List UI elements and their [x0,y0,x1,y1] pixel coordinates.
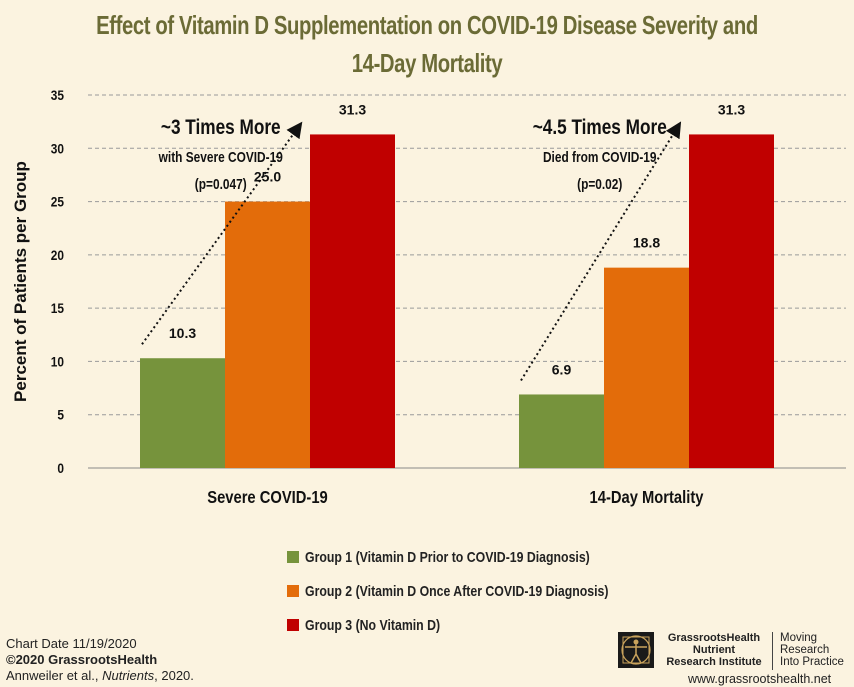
bar [225,201,310,469]
citation-journal: Nutrients [102,668,155,683]
annotation-subtext: with Severe COVID-19 [158,149,283,165]
legend-label-group-3: Group 3 (No Vitamin D) [305,616,441,634]
annotation-subtext: Died from COVID-19 [543,149,657,165]
y-tick-label: 35 [51,87,64,103]
trend-arrow [141,121,303,345]
bar [604,267,689,468]
legend-item-group-3: Group 3 (No Vitamin D) [287,608,675,642]
bar [140,358,225,468]
annotation-pvalue: (p=0.047) [195,176,247,192]
chart-date: Chart Date 11/19/2020 [6,636,137,651]
footer-credits: Chart Date 11/19/2020 ©2020 GrassrootsHe… [6,636,194,684]
bar [519,394,604,468]
annotation-pvalue: (p=0.02) [577,176,622,192]
bar-value-label: 6.9 [552,361,572,377]
bar-value-label: 18.8 [633,235,660,251]
y-tick-label: 5 [57,407,64,423]
category-label: Severe COVID-19 [207,488,327,508]
org-line-1: GrassrootsHealth [667,632,761,644]
bar-chart: 0 5 10 15 20 25 30 35 Percent of Patients per Gr… [11,87,846,508]
chart-title-line-1: Effect of Vitamin D Supplementation on C… [96,10,758,40]
legend-label-group-2: Group 2 (Vitamin D Once After COVID-19 D… [305,582,609,600]
bar-value-label: 31.3 [339,101,366,117]
legend-item-group-2: Group 2 (Vitamin D Once After COVID-19 D… [287,574,675,608]
tagline-line-1: Moving [780,632,818,644]
website-link[interactable]: www.grassrootshealth.net [688,672,832,686]
y-tick-label: 20 [51,247,64,263]
annotation-headline: ~4.5 Times More [533,117,667,140]
tagline-line-3: Into Practice [780,656,844,668]
y-tick-label: 25 [51,194,64,210]
chart-title-line-2: 14-Day Mortality [351,48,503,78]
citation: Annweiler et al., Nutrients, 2020. [6,668,194,684]
org-name: GrassrootsHealth Nutrient Research Insti… [660,632,768,668]
copyright: ©2020 GrassrootsHealth [6,652,158,667]
legend-label-group-1: Group 1 (Vitamin D Prior to COVID-19 Dia… [305,548,590,566]
tagline-line-2: Research [780,644,830,656]
citation-authors: Annweiler et al., [6,668,103,683]
y-tick-label: 15 [51,300,64,316]
legend-item-group-1: Group 1 (Vitamin D Prior to COVID-19 Dia… [287,540,675,574]
y-axis-label: Percent of Patients per Group [11,161,30,402]
category-label: 14-Day Mortality [590,488,705,508]
org-line-2: Nutrient [692,644,736,656]
legend-swatch-group-2 [287,585,299,597]
chart-title: Effect of Vitamin D Supplementation on C… [94,6,760,82]
citation-year: , 2020. [154,668,194,683]
bar [310,134,395,468]
bar-value-label: 31.3 [718,101,745,117]
trend-arrow [520,121,682,381]
annotation-headline: ~3 Times More [161,117,281,140]
vitruvian-man-icon [618,632,654,668]
y-tick-label: 10 [51,353,64,369]
y-tick-label: 30 [51,140,64,156]
bar-value-label: 10.3 [169,325,196,341]
legend-swatch-group-1 [287,551,299,563]
y-tick-label: 0 [57,460,64,476]
tagline: Moving Research Into Practice [780,632,844,668]
bar [689,134,774,468]
chart-legend: Group 1 (Vitamin D Prior to COVID-19 Dia… [287,540,675,642]
org-line-3: Research Institute [666,656,762,668]
bar-value-label: 25.0 [254,169,281,185]
branding-divider [772,632,773,670]
legend-swatch-group-3 [287,619,299,631]
